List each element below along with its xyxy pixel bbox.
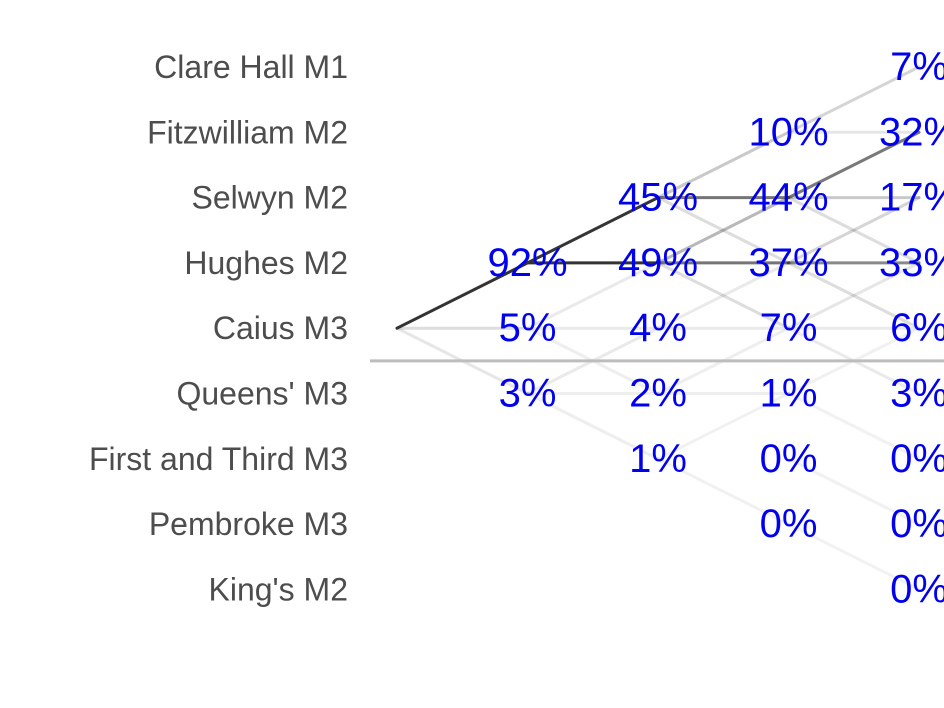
transition-line: [526, 261, 660, 330]
crew-label: King's M2: [209, 571, 349, 607]
transition-line: [395, 261, 529, 330]
transition-line: [787, 65, 921, 134]
transition-line: [656, 457, 790, 526]
transition-line: [526, 196, 660, 265]
probability-label: 0%: [760, 437, 818, 481]
probability-label: 1%: [629, 437, 687, 481]
crew-label: Caius M3: [213, 310, 348, 346]
probability-label: 3%: [890, 372, 944, 416]
probability-label: 0%: [890, 567, 944, 611]
probability-label: 0%: [890, 437, 944, 481]
transition-line: [787, 130, 921, 200]
crew-label: Queens' M3: [176, 376, 348, 412]
crew-label: Clare Hall M1: [154, 49, 348, 85]
transition-line: [787, 457, 921, 526]
transition-line: [787, 261, 921, 330]
crew-labels: Clare Hall M1 Fitzwilliam M2 Selwyn M2 Hugh…: [89, 49, 348, 607]
probability-label: 0%: [760, 502, 818, 546]
probability-label: 32%: [879, 110, 944, 154]
probability-label: 5%: [499, 306, 557, 350]
transition-line: [656, 196, 790, 265]
probability-label: 33%: [879, 241, 944, 285]
transition-line: [656, 196, 790, 265]
probability-label: 2%: [629, 372, 687, 416]
probability-labels: 92% 5% 3% 45% 49% 4% 2% 1% 10% 44% 37% 7% 1% 0% 0% 7% 32…: [487, 45, 944, 611]
crew-label: Pembroke M3: [149, 506, 348, 542]
probability-label: 6%: [890, 306, 944, 350]
crew-label: First and Third M3: [89, 441, 348, 477]
transition-line: [787, 522, 921, 591]
probability-label: 0%: [890, 502, 944, 546]
probability-label: 49%: [618, 241, 698, 285]
transition-line: [656, 392, 790, 461]
probability-label: 92%: [487, 241, 567, 285]
probability-label: 4%: [629, 306, 687, 350]
transition-line: [787, 196, 921, 265]
probability-label: 7%: [760, 306, 818, 350]
crew-label: Selwyn M2: [192, 180, 349, 216]
probability-label: 1%: [760, 372, 818, 416]
probability-label: 3%: [499, 372, 557, 416]
transition-line: [656, 261, 790, 330]
transition-line: [656, 130, 790, 200]
crew-label: Hughes M2: [184, 245, 348, 281]
transition-line: [656, 261, 790, 330]
transition-line: [787, 261, 921, 330]
transition-line: [787, 392, 921, 461]
probability-label: 37%: [748, 241, 828, 285]
transition-line: [526, 392, 660, 461]
transition-line: [787, 196, 921, 265]
probability-label: 17%: [879, 176, 944, 220]
probability-label: 10%: [748, 110, 828, 154]
crew-label: Fitzwilliam M2: [147, 114, 348, 150]
probability-label: 44%: [748, 176, 828, 220]
probability-label: 7%: [890, 45, 944, 89]
probability-label: 45%: [618, 176, 698, 220]
